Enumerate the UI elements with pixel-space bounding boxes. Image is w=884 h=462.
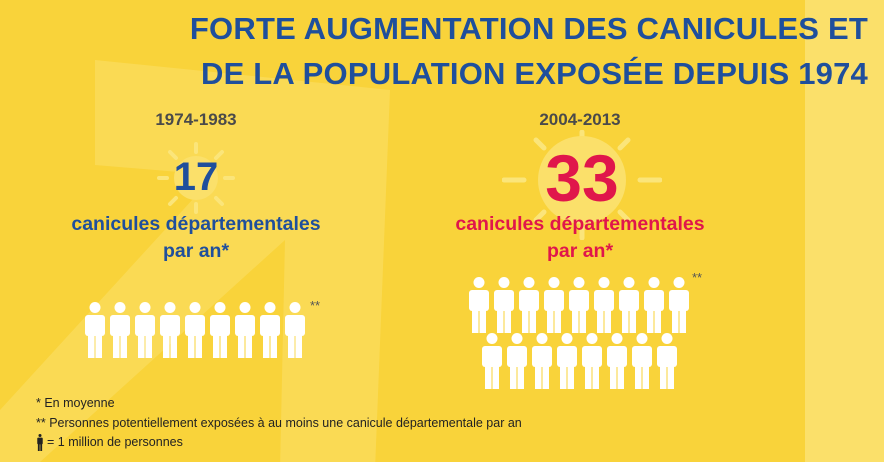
footnotes: * En moyenne ** Personnes potentiellemen… [36, 394, 522, 453]
person-icon [557, 333, 577, 389]
person-icon [260, 302, 280, 358]
person-icon [210, 302, 230, 358]
sun-icon-large [502, 130, 662, 240]
person-icon [135, 302, 155, 358]
person-icon [285, 302, 305, 358]
people-marker-left: ** [310, 298, 321, 313]
person-icon [494, 277, 514, 333]
period-range-left: 1974-1983 [155, 110, 237, 129]
heatwave-label-left-line2: par an* [162, 240, 230, 262]
heatwave-label-left-line1: canicules départementales [71, 213, 321, 235]
person-icon [657, 333, 677, 389]
title-line-2: DE LA POPULATION EXPOSÉE DEPUIS 1974 [201, 56, 868, 91]
heatwave-label-left: canicules départementales par an* [46, 211, 346, 265]
person-icon [160, 302, 180, 358]
person-icon [519, 277, 539, 333]
person-icon [632, 333, 652, 389]
person-icon [644, 277, 664, 333]
heatwave-count-left: 17 [173, 155, 219, 199]
heatwave-count-right: 33 [545, 141, 619, 215]
title-line-1: FORTE AUGMENTATION DES CANICULES ET [189, 11, 868, 46]
person-icon [482, 333, 502, 389]
people-marker-right: ** [692, 270, 703, 285]
heatwave-label-right-line1: canicules départementales [455, 213, 705, 235]
person-icon [582, 333, 602, 389]
person-icon [469, 277, 489, 333]
footnote-legend-text: = 1 million de personnes [47, 435, 183, 449]
footnote-legend: = 1 million de personnes [36, 433, 522, 453]
background-right-band [805, 0, 884, 462]
heatwave-label-right-line2: par an* [546, 240, 614, 262]
heatwave-label-right: canicules départementales par an* [430, 211, 730, 265]
person-icon [507, 333, 527, 389]
person-icon [607, 333, 627, 389]
person-icon [544, 277, 564, 333]
person-icon [619, 277, 639, 333]
page-title: FORTE AUGMENTATION DES CANICULES ET DE L… [108, 6, 868, 96]
period-range-right: 2004-2013 [539, 110, 621, 129]
person-icon [37, 434, 43, 452]
person-icon [532, 333, 552, 389]
person-icon [569, 277, 589, 333]
footnote-average: * En moyenne [36, 396, 115, 410]
person-icon [85, 302, 105, 358]
person-icon [110, 302, 130, 358]
person-icon [235, 302, 255, 358]
person-icon [594, 277, 614, 333]
sun-icon [157, 142, 235, 214]
person-icon [185, 302, 205, 358]
person-icon [669, 277, 689, 333]
footnote-exposed: ** Personnes potentiellement exposées à … [36, 415, 522, 430]
